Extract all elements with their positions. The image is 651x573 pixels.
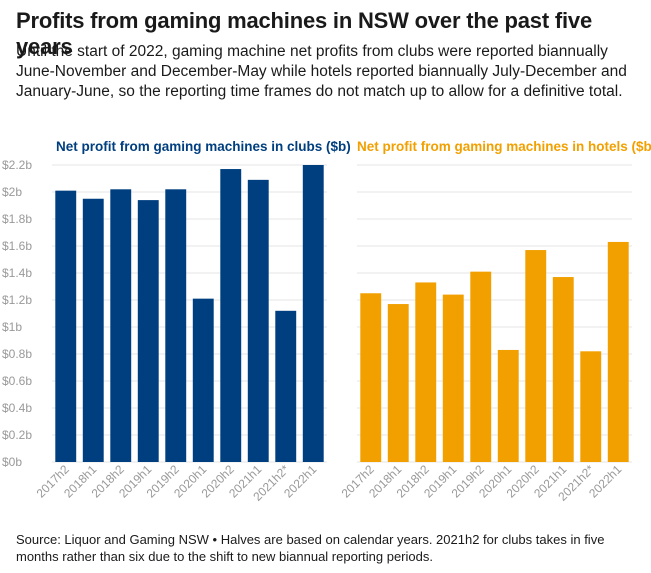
charts-area: Net profit from gaming machines in clubs… <box>2 139 651 504</box>
clubs-bar-2020h2 <box>220 169 242 463</box>
hotels-bar-2020h2 <box>525 250 547 462</box>
hotels-bar-2018h2 <box>415 282 437 462</box>
hotels-bar-2022h1 <box>607 241 629 462</box>
hotels-bar-2021h1 <box>552 277 574 462</box>
clubs-bar-2019h1 <box>137 200 159 462</box>
clubs-bar-2018h2 <box>110 189 132 463</box>
chart-subtitle: Until the start of 2022, gaming machine … <box>16 43 627 100</box>
hotels-bar-2019h1 <box>442 294 464 462</box>
y-tick-label: $1.4b <box>2 266 32 280</box>
clubs-bar-2021h2* <box>275 310 297 462</box>
y-tick-label: $0.8b <box>2 347 32 361</box>
y-tick-label: $1.2b <box>2 293 32 307</box>
hotels-panel-title: Net profit from gaming machines in hotel… <box>357 139 651 154</box>
clubs-bar-2021h1 <box>247 179 269 462</box>
clubs-bar-2017h2 <box>55 190 77 462</box>
hotels-panel: Net profit from gaming machines in hotel… <box>339 139 651 504</box>
clubs-bar-2020h1 <box>192 298 214 462</box>
clubs-bar-2022h1 <box>302 165 324 462</box>
chart-title: Profits from gaming machines in NSW over… <box>16 8 592 59</box>
y-tick-label: $2.2b <box>2 158 32 172</box>
clubs-bar-2019h2 <box>165 189 187 463</box>
clubs-bar-2018h1 <box>82 198 104 462</box>
y-tick-label: $0b <box>2 455 22 469</box>
hotels-bar-2020h1 <box>497 349 519 462</box>
hotels-bar-2017h2 <box>360 293 382 462</box>
y-tick-label: $1.6b <box>2 239 32 253</box>
clubs-panel-title: Net profit from gaming machines in clubs… <box>56 139 351 154</box>
clubs-panel: Net profit from gaming machines in clubs… <box>2 139 351 504</box>
y-tick-label: $0.6b <box>2 374 32 388</box>
y-tick-label: $0.4b <box>2 401 32 415</box>
y-tick-label: $2b <box>2 185 22 199</box>
y-tick-label: $1.8b <box>2 212 32 226</box>
source-note: Source: Liquor and Gaming NSW • Halves a… <box>16 532 605 564</box>
y-tick-label: $1b <box>2 320 22 334</box>
hotels-bar-2018h1 <box>387 304 409 462</box>
y-tick-label: $0.2b <box>2 428 32 442</box>
hotels-bar-2021h2* <box>580 351 602 462</box>
hotels-bar-2019h2 <box>470 271 492 462</box>
